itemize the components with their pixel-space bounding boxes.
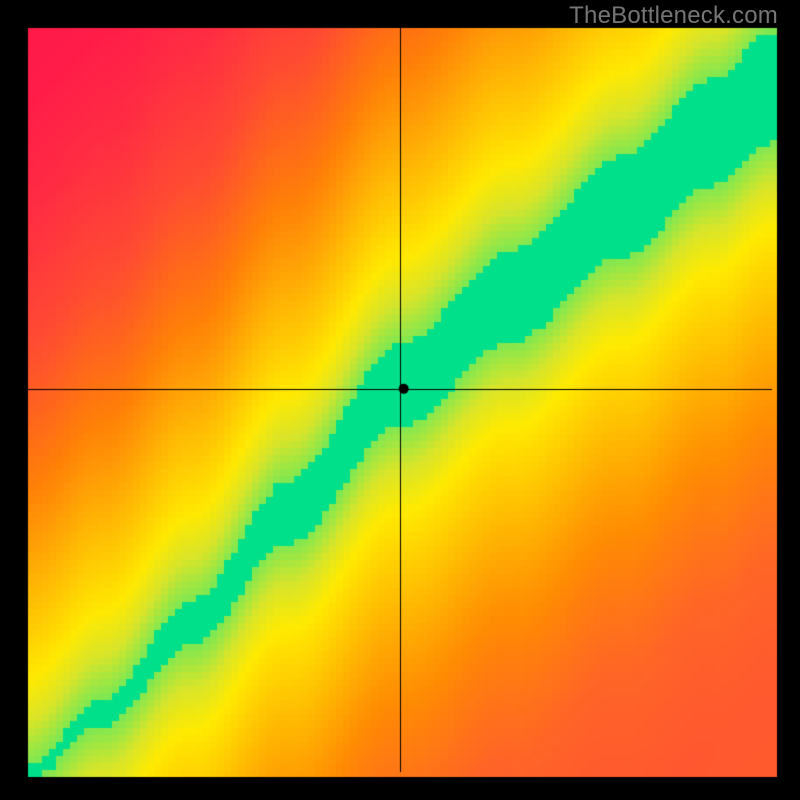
chart-container: TheBottleneck.com (0, 0, 800, 800)
watermark-text: TheBottleneck.com (569, 2, 778, 30)
heatmap-canvas (0, 0, 800, 800)
